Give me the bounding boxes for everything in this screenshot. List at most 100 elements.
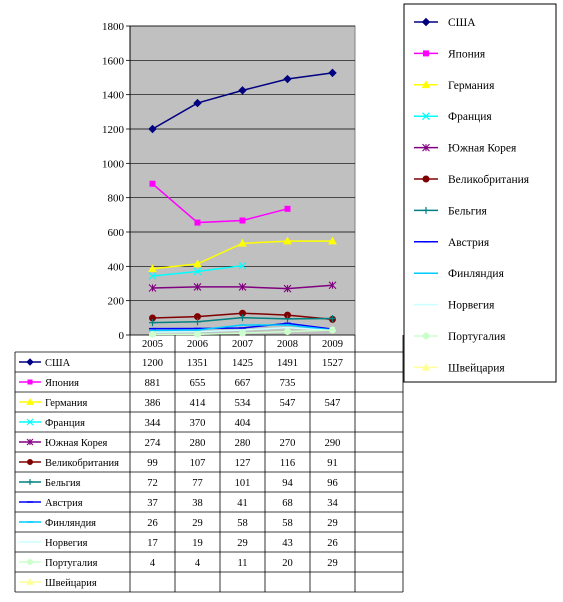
table-value-cell: 29 — [327, 558, 338, 569]
table-value-cell: 68 — [282, 498, 293, 509]
table-value-cell: 1425 — [232, 358, 253, 369]
table-value-cell: 414 — [190, 398, 207, 409]
table-series-name: Великобритания — [45, 458, 119, 469]
legend-item: Япония — [414, 48, 486, 60]
table-value-cell: 20 — [282, 558, 293, 569]
table-value-cell: 274 — [145, 438, 162, 449]
marker — [193, 267, 202, 276]
legend-label: Бельгия — [448, 205, 488, 217]
table-value-cell: 116 — [280, 458, 295, 469]
y-tick-label: 1600 — [102, 55, 125, 67]
marker — [26, 577, 34, 585]
table-value-cell: 547 — [325, 398, 341, 409]
legend-label: Германия — [448, 80, 495, 92]
marker — [194, 318, 201, 326]
series-7 — [149, 314, 336, 327]
table-value-cell: 26 — [327, 538, 338, 549]
table-value-cell: 37 — [147, 498, 158, 509]
series-2 — [149, 180, 291, 226]
legend-label: Португалия — [448, 331, 506, 343]
table-series-name: Япония — [45, 378, 79, 389]
table-value-cell: 1200 — [142, 358, 163, 369]
table-value-cell: 77 — [192, 478, 203, 489]
table-series-name: США — [45, 358, 71, 369]
table-value-cell: 58 — [237, 518, 248, 529]
marker — [328, 281, 337, 290]
legend-label: Австрия — [448, 237, 490, 249]
marker — [283, 236, 292, 245]
table-series-name: Южная Корея — [45, 438, 108, 449]
y-tick-label: 1400 — [102, 90, 125, 102]
table-value-cell: 127 — [235, 458, 251, 469]
series-5 — [148, 281, 337, 293]
marker — [26, 397, 34, 405]
legend-item: Южная Корея — [414, 143, 517, 155]
table-value-cell: 99 — [147, 458, 158, 469]
y-tick-label: 1000 — [102, 158, 125, 170]
table-value-cell: 667 — [235, 378, 251, 389]
marker — [238, 86, 247, 95]
table-header-cell: 2008 — [277, 339, 298, 350]
marker — [148, 272, 157, 280]
marker — [283, 284, 292, 293]
marker — [422, 206, 430, 214]
y-tick-label: 0 — [119, 330, 125, 342]
table-value-cell: 19 — [192, 538, 203, 549]
table-value-cell: 386 — [145, 398, 161, 409]
marker — [329, 326, 336, 334]
series-line — [152, 183, 288, 224]
table-value-cell: 72 — [147, 478, 158, 489]
marker — [194, 219, 201, 226]
table-value-cell: 290 — [325, 438, 341, 449]
table-value-cell: 58 — [282, 518, 293, 529]
table-value-cell: 881 — [145, 378, 161, 389]
y-tick-label: 800 — [108, 193, 125, 205]
marker — [26, 438, 34, 446]
marker — [27, 459, 33, 465]
legend: США Япония Германия Франция Южная Корея Велик… — [414, 17, 530, 374]
marker — [148, 264, 157, 273]
table-value-cell: 101 — [235, 478, 251, 489]
table-value-cell: 280 — [190, 438, 206, 449]
marker — [149, 319, 156, 327]
series-3 — [148, 236, 337, 273]
marker — [328, 68, 337, 78]
table-value-cell: 344 — [145, 418, 162, 429]
table-value-cell: 4 — [150, 558, 156, 569]
table-value-cell: 41 — [237, 498, 248, 509]
marker — [283, 74, 292, 84]
table-value-cell: 38 — [192, 498, 203, 509]
table-series-name: Франция — [45, 418, 85, 429]
marker — [422, 143, 430, 152]
data-table: 2005 2006 2007 2008 2009 США 1200 1351 1425 1491 1… — [14, 335, 404, 593]
marker — [149, 180, 156, 187]
series-lines — [148, 68, 337, 338]
table-value-cell: 655 — [190, 378, 206, 389]
table-value-cell: 534 — [235, 398, 252, 409]
table-value-cell: 1527 — [322, 358, 343, 369]
marker — [26, 418, 34, 426]
table-series-name: Германия — [45, 398, 87, 409]
table-value-cell: 29 — [192, 518, 203, 529]
marker — [421, 17, 431, 27]
table-value-cell: 96 — [327, 478, 338, 489]
legend-label: Южная Корея — [448, 143, 517, 155]
marker — [421, 362, 431, 371]
legend-item: Бельгия — [414, 205, 488, 217]
marker — [26, 358, 34, 366]
table-header-cell: 2007 — [232, 339, 253, 350]
y-tick-label: 1200 — [102, 124, 125, 136]
marker — [238, 261, 247, 270]
table-value-cell: 1491 — [277, 358, 298, 369]
table-value-cell: 735 — [280, 378, 296, 389]
legend-box — [403, 3, 557, 383]
marker — [422, 112, 430, 121]
legend-item: Германия — [414, 80, 495, 92]
marker — [423, 50, 429, 57]
table-series-name: Норвегия — [45, 538, 88, 549]
marker — [284, 315, 291, 323]
marker — [238, 283, 247, 291]
marker — [284, 328, 291, 336]
table-value-cell: 43 — [282, 538, 293, 549]
marker — [328, 236, 337, 245]
